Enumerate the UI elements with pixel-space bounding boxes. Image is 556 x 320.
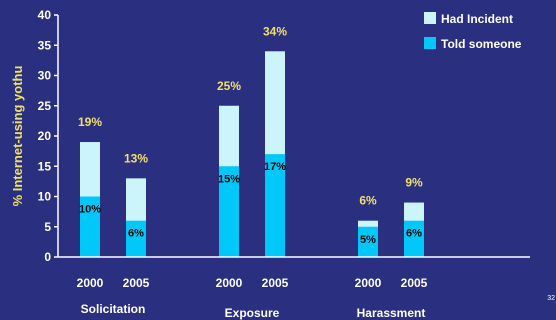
legend-swatch-told-someone — [424, 37, 436, 49]
y-tick-label: 0 — [44, 250, 51, 264]
data-label-told-someone: 17% — [264, 161, 286, 173]
bar-told-someone — [358, 226, 378, 257]
data-label-had-incident: 13% — [124, 151, 148, 165]
y-tick-label: 5 — [44, 220, 51, 234]
data-label-told-someone: 5% — [360, 234, 376, 246]
legend-label-had-incident: Had Incident — [441, 12, 513, 26]
legend-swatch-had-incident — [424, 12, 436, 24]
y-tick-label: 20 — [38, 129, 52, 143]
legend-label-told-someone: Told someone — [441, 37, 522, 51]
bar-told-someone — [126, 220, 146, 257]
x-tick-label: 2000 — [355, 276, 382, 290]
y-axis-label: % Internet-using yothu — [10, 66, 25, 207]
legend: Had Incident Told someone — [424, 12, 522, 51]
x-tick-label: 2000 — [216, 276, 243, 290]
bar-told-someone — [404, 220, 424, 257]
data-label-had-incident: 25% — [217, 79, 241, 93]
data-label-had-incident: 6% — [359, 194, 377, 208]
bar-told-someone — [219, 166, 239, 257]
y-tick-label: 15 — [38, 159, 52, 173]
x-tick-label: 2005 — [401, 276, 428, 290]
y-tick-label: 35 — [38, 38, 52, 52]
page-number: 32 — [547, 295, 555, 302]
bars — [80, 51, 424, 257]
x-group-label: Harassment — [357, 306, 426, 320]
x-group-label: Exposure — [225, 306, 280, 320]
bar-told-someone — [265, 154, 285, 257]
y-tick-label: 10 — [38, 190, 52, 204]
y-axis: 0 5 10 15 20 25 30 35 40 — [38, 8, 59, 264]
y-tick-label: 25 — [38, 99, 52, 113]
y-tick-label: 40 — [38, 8, 52, 22]
data-labels: 19% 10% 13% 6% 25% 15% 34% 17% 6% 5% 9% 6% — [78, 24, 423, 245]
x-axis: 2000 2005 2000 2005 2000 2005 Solicitation Expo… — [58, 256, 530, 320]
x-tick-label: 2005 — [123, 276, 150, 290]
data-label-told-someone: 6% — [406, 228, 422, 240]
x-tick-label: 2000 — [77, 276, 104, 290]
x-group-label: Solicitation — [81, 302, 146, 316]
data-label-had-incident: 19% — [78, 115, 102, 129]
data-label-told-someone: 15% — [218, 173, 240, 185]
data-label-told-someone: 10% — [79, 204, 101, 216]
data-label-had-incident: 34% — [263, 24, 287, 38]
data-label-had-incident: 9% — [405, 176, 423, 190]
bar-told-someone — [80, 196, 100, 257]
data-label-told-someone: 6% — [128, 228, 144, 240]
x-tick-label: 2005 — [262, 276, 289, 290]
y-tick-label: 30 — [38, 69, 52, 83]
